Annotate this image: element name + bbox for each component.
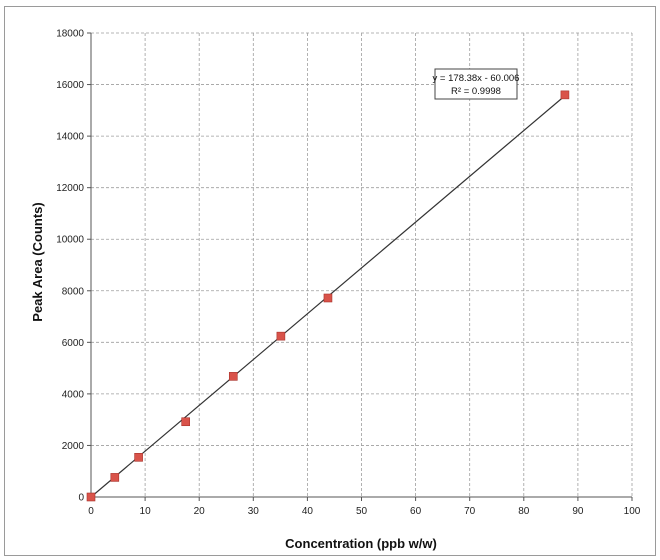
- x-tick-label: 0: [88, 506, 94, 517]
- y-tick-label: 16000: [56, 80, 84, 91]
- data-point: [560, 90, 570, 100]
- y-tick-label: 0: [78, 493, 84, 504]
- x-tick-label: 50: [356, 506, 368, 517]
- y-tick-label: 4000: [62, 389, 85, 400]
- y-tick-label: 18000: [56, 29, 84, 40]
- chart-frame: [4, 6, 656, 556]
- trendline-equation: y = 178.38x - 60.006: [433, 73, 520, 84]
- x-tick-label: 90: [572, 506, 584, 517]
- y-tick-label: 12000: [56, 183, 84, 194]
- data-point: [134, 453, 143, 462]
- data-point: [86, 492, 96, 502]
- axes: [87, 32, 633, 501]
- trendline-r-squared: R² = 0.9998: [451, 86, 501, 97]
- data-point: [323, 293, 333, 303]
- y-tick-label: 6000: [62, 338, 85, 349]
- y-axis-title: Peak Area (Counts): [30, 202, 45, 321]
- x-tick-label: 70: [464, 506, 476, 517]
- y-tick-label: 8000: [62, 286, 85, 297]
- y-tick-label: 10000: [56, 235, 84, 246]
- data-point: [110, 473, 120, 482]
- x-tick-label: 40: [302, 506, 314, 517]
- x-axis-title: Concentration (ppb w/w): [285, 536, 437, 551]
- data-points: [86, 90, 570, 502]
- x-tick-label: 100: [624, 506, 641, 517]
- x-tick-label: 80: [518, 506, 530, 517]
- data-point: [276, 331, 286, 341]
- tick-labels: 0 10 20 30 40 50 60 70 80 90 100 0 2000 4000 6000 8000 1…: [56, 29, 641, 518]
- y-tick-label: 14000: [56, 132, 84, 143]
- y-tick-label: 2000: [62, 441, 85, 452]
- x-tick-label: 60: [410, 506, 422, 517]
- equation-box-border: [434, 68, 518, 100]
- x-tick-label: 20: [194, 506, 206, 517]
- equation-box: y = 178.38x - 60.006 R² = 0.9998: [433, 68, 520, 100]
- x-tick-label: 30: [248, 506, 260, 517]
- data-point: [228, 372, 238, 381]
- data-point: [181, 417, 190, 427]
- x-tick-label: 10: [140, 506, 152, 517]
- grid: [91, 32, 633, 497]
